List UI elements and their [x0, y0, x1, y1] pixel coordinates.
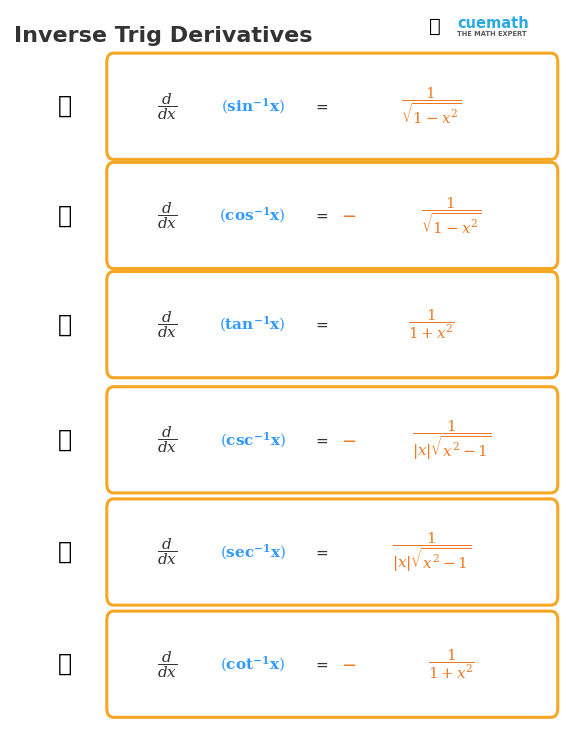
Text: $-$: $-$ [341, 431, 356, 449]
Text: 👉: 👉 [59, 94, 72, 118]
Text: $\dfrac{d}{dx}$: $\dfrac{d}{dx}$ [157, 536, 178, 568]
Text: $(\mathbf{tan^{-1}x})$: $(\mathbf{tan^{-1}x})$ [219, 315, 286, 334]
Text: $\dfrac{d}{dx}$: $\dfrac{d}{dx}$ [157, 649, 178, 680]
Text: $=$: $=$ [313, 317, 329, 332]
Text: $\dfrac{d}{dx}$: $\dfrac{d}{dx}$ [157, 200, 178, 231]
Text: $\dfrac{d}{dx}$: $\dfrac{d}{dx}$ [157, 424, 178, 456]
FancyBboxPatch shape [107, 272, 558, 378]
Text: $-$: $-$ [341, 206, 356, 224]
FancyBboxPatch shape [107, 162, 558, 269]
Text: $\dfrac{1}{\sqrt{1-x^2}}$: $\dfrac{1}{\sqrt{1-x^2}}$ [421, 195, 482, 236]
Text: $\dfrac{1}{1+x^2}$: $\dfrac{1}{1+x^2}$ [408, 308, 455, 341]
Text: $-$: $-$ [341, 655, 356, 673]
FancyBboxPatch shape [107, 499, 558, 605]
Text: $=$: $=$ [313, 432, 329, 447]
Text: 👉: 👉 [59, 203, 72, 227]
Text: 👉: 👉 [59, 652, 72, 676]
Text: cuemath: cuemath [457, 16, 529, 31]
Text: $=$: $=$ [313, 208, 329, 223]
Text: $\dfrac{d}{dx}$: $\dfrac{d}{dx}$ [157, 309, 178, 340]
Text: $=$: $=$ [313, 99, 329, 114]
Text: $\dfrac{1}{1+x^2}$: $\dfrac{1}{1+x^2}$ [428, 648, 475, 681]
Text: 🚀: 🚀 [429, 16, 441, 35]
Text: $\dfrac{d}{dx}$: $\dfrac{d}{dx}$ [157, 91, 178, 122]
Text: 👉: 👉 [59, 428, 72, 452]
Text: $(\mathbf{cos^{-1}x})$: $(\mathbf{cos^{-1}x})$ [219, 206, 286, 225]
Text: $\dfrac{1}{\sqrt{1-x^2}}$: $\dfrac{1}{\sqrt{1-x^2}}$ [402, 86, 462, 126]
FancyBboxPatch shape [107, 53, 558, 159]
Text: THE MATH EXPERT: THE MATH EXPERT [457, 31, 527, 37]
Text: $\dfrac{1}{|x|\sqrt{x^2-1}}$: $\dfrac{1}{|x|\sqrt{x^2-1}}$ [412, 418, 491, 462]
FancyBboxPatch shape [107, 611, 558, 717]
Text: $=$: $=$ [313, 657, 329, 672]
FancyBboxPatch shape [107, 387, 558, 493]
Text: 👉: 👉 [59, 540, 72, 564]
Text: $(\mathbf{sec^{-1}x})$: $(\mathbf{sec^{-1}x})$ [220, 542, 286, 562]
Text: Inverse Trig Derivatives: Inverse Trig Derivatives [14, 26, 313, 46]
Text: 👉: 👉 [59, 313, 72, 337]
Text: $(\mathbf{cot^{-1}x})$: $(\mathbf{cot^{-1}x})$ [220, 654, 285, 674]
Text: $(\mathbf{sin^{-1}x})$: $(\mathbf{sin^{-1}x})$ [221, 96, 285, 116]
Text: $(\mathbf{csc^{-1}x})$: $(\mathbf{csc^{-1}x})$ [220, 430, 286, 450]
Text: $=$: $=$ [313, 545, 329, 560]
Text: $\dfrac{1}{|x|\sqrt{x^2-1}}$: $\dfrac{1}{|x|\sqrt{x^2-1}}$ [392, 530, 471, 574]
